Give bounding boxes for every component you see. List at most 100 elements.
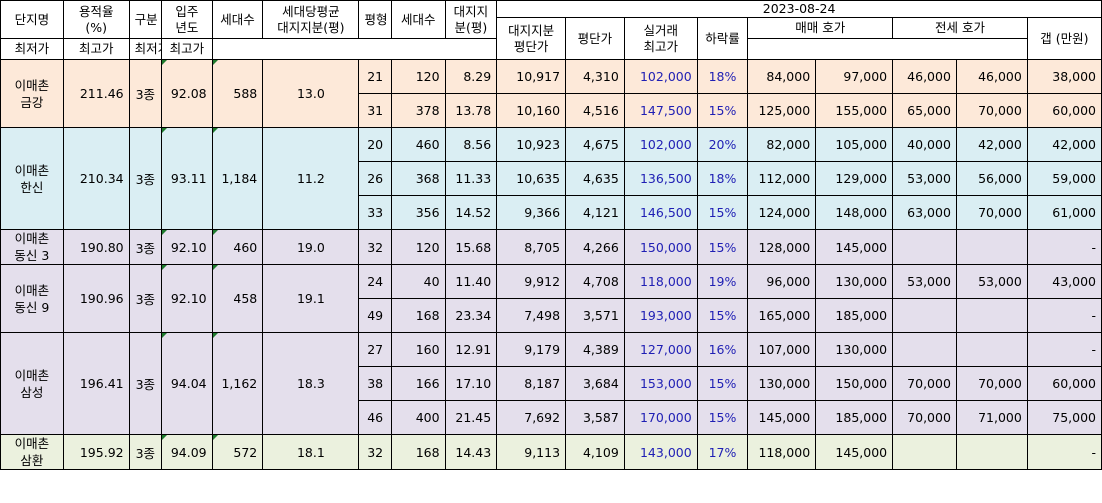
- unit-pyeong-price: 4,310: [565, 59, 625, 94]
- unit-households: 400: [390, 400, 446, 435]
- complex-avg-land-share: 18.3: [262, 332, 360, 435]
- unit-land-share: 15.68: [444, 229, 498, 265]
- unit-gap: 38,000: [1026, 59, 1102, 94]
- unit-households: 120: [390, 59, 446, 94]
- header-move-in-year: 입주 년도: [161, 0, 213, 39]
- header-land-price: 대지지분 평단가: [496, 17, 567, 60]
- unit-jeonse-high: [955, 298, 1028, 333]
- unit-drop-rate: 20%: [696, 127, 749, 162]
- unit-pyeong: 49: [358, 298, 392, 333]
- complex-floor-area-ratio: 195.92: [62, 434, 130, 470]
- unit-drop-rate: 15%: [696, 229, 749, 265]
- unit-jeonse-low: 70,000: [892, 366, 957, 401]
- complex-avg-land-share: 19.1: [262, 264, 360, 333]
- unit-jeonse-low: 53,000: [892, 264, 957, 299]
- unit-pyeong-price: 4,516: [565, 93, 625, 128]
- unit-pyeong-price: 4,635: [565, 161, 625, 196]
- complex-floor-area-ratio: 190.80: [62, 229, 130, 265]
- unit-drop-rate: 18%: [696, 161, 749, 196]
- unit-pyeong: 38: [358, 366, 392, 401]
- header-floor-area-ratio: 용적율 (%): [62, 0, 130, 39]
- unit-land-share: 14.52: [444, 195, 498, 230]
- complex-zoning: 3종: [128, 264, 163, 333]
- complex-move-in-year: 93.11: [161, 127, 213, 230]
- unit-households: 40: [390, 264, 446, 299]
- unit-sale-low: 84,000: [747, 59, 817, 94]
- header-date: 2023-08-24: [496, 0, 1102, 18]
- complex-avg-land-share: 18.1: [262, 434, 360, 470]
- header-jeonse-low: 최저가: [128, 38, 163, 60]
- unit-gap: 42,000: [1026, 127, 1102, 162]
- table-row: 26 368 11.33 10,635 4,635 136,500 18% 112,000 12…: [0, 161, 1102, 196]
- unit-jeonse-low: [892, 332, 957, 367]
- header-deal-high: 실거래 최고가: [623, 17, 698, 60]
- unit-sale-high: 185,000: [815, 400, 894, 435]
- unit-jeonse-high: 71,000: [955, 400, 1028, 435]
- unit-drop-rate: 15%: [696, 366, 749, 401]
- complex-name: 이매촌 삼성: [0, 332, 64, 435]
- complex-households: 460: [211, 229, 264, 265]
- unit-pyeong: 32: [358, 229, 392, 265]
- unit-deal-high: 146,500: [623, 195, 698, 230]
- unit-gap: -: [1026, 229, 1102, 265]
- table-row: 이매촌 삼성 196.41 3종 94.04 1,162 18.3 27 160 12.91 9,1…: [0, 332, 1102, 435]
- unit-land-share: 14.43: [444, 434, 498, 470]
- unit-sale-high: 185,000: [815, 298, 894, 333]
- complex-zoning: 3종: [128, 434, 163, 470]
- unit-gap: 75,000: [1026, 400, 1102, 435]
- header-row-1: 단지명 용적율 (%) 구분 입주 년도 세대수 세대당평균 대지지분(평) 평형 세…: [0, 0, 1102, 39]
- unit-land-share: 21.45: [444, 400, 498, 435]
- unit-drop-rate: 15%: [696, 195, 749, 230]
- unit-land-share: 13.78: [444, 93, 498, 128]
- unit-deal-high: 102,000: [623, 59, 698, 94]
- unit-pyeong-price: 4,708: [565, 264, 625, 299]
- unit-sale-high: 145,000: [815, 229, 894, 265]
- complex-move-in-year: 92.08: [161, 59, 213, 128]
- unit-gap: 43,000: [1026, 264, 1102, 299]
- unit-sale-low: 107,000: [747, 332, 817, 367]
- unit-sale-low: 82,000: [747, 127, 817, 162]
- unit-sale-low: 118,000: [747, 434, 817, 470]
- unit-deal-high: 170,000: [623, 400, 698, 435]
- complex-name: 이매촌 금강: [0, 59, 64, 128]
- unit-jeonse-low: [892, 229, 957, 265]
- unit-jeonse-low: [892, 298, 957, 333]
- unit-jeonse-high: 56,000: [955, 161, 1028, 196]
- unit-jeonse-high: 53,000: [955, 264, 1028, 299]
- unit-pyeong-price: 4,389: [565, 332, 625, 367]
- unit-jeonse-high: 70,000: [955, 195, 1028, 230]
- unit-sale-low: 130,000: [747, 366, 817, 401]
- unit-gap: 61,000: [1026, 195, 1102, 230]
- unit-gap: -: [1026, 332, 1102, 367]
- unit-jeonse-high: 42,000: [955, 127, 1028, 162]
- unit-jeonse-low: 53,000: [892, 161, 957, 196]
- unit-households: 166: [390, 366, 446, 401]
- unit-sale-low: 128,000: [747, 229, 817, 265]
- header-jeonse-ask: 전세 호가: [892, 17, 1028, 39]
- unit-pyeong: 24: [358, 264, 392, 299]
- unit-gap: 60,000: [1026, 366, 1102, 401]
- header-households: 세대수: [211, 0, 264, 39]
- unit-land-price: 10,160: [496, 93, 567, 128]
- unit-pyeong-price: 3,571: [565, 298, 625, 333]
- complex-name: 이매촌 동신 3: [0, 229, 64, 265]
- header-sale-high: 최고가: [62, 38, 130, 60]
- unit-pyeong-price: 4,109: [565, 434, 625, 470]
- unit-jeonse-low: 63,000: [892, 195, 957, 230]
- unit-sale-high: 105,000: [815, 127, 894, 162]
- unit-jeonse-high: [955, 434, 1028, 470]
- unit-land-price: 9,366: [496, 195, 567, 230]
- header-unit-households: 세대수: [390, 0, 446, 39]
- apartment-price-table: 단지명 용적율 (%) 구분 입주 년도 세대수 세대당평균 대지지분(평) 평형 세…: [0, 0, 1102, 470]
- complex-zoning: 3종: [128, 332, 163, 435]
- unit-pyeong: 27: [358, 332, 392, 367]
- table-row: 이매촌 금강 211.46 3종 92.08 588 13.0 21 120 8.29 10,917…: [0, 59, 1102, 128]
- unit-land-share: 17.10: [444, 366, 498, 401]
- complex-move-in-year: 92.10: [161, 264, 213, 333]
- header-gap: 갭 (만원): [1026, 17, 1102, 60]
- unit-sale-low: 145,000: [747, 400, 817, 435]
- header-land-share: 대지지 분(평): [444, 0, 498, 39]
- header-avg-land-share: 세대당평균 대지지분(평): [262, 0, 360, 39]
- unit-pyeong: 46: [358, 400, 392, 435]
- unit-households: 120: [390, 229, 446, 265]
